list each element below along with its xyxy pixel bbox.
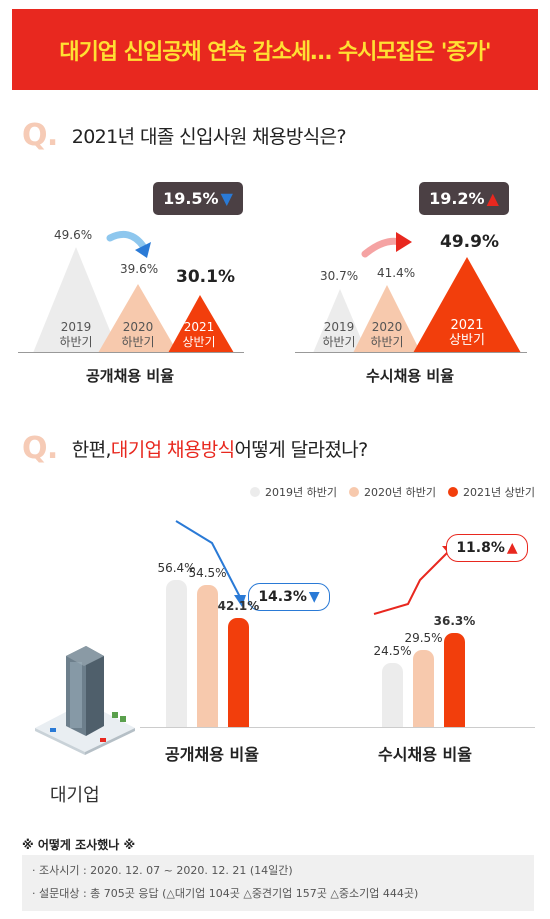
- up-triangle-icon: ▲: [486, 189, 499, 208]
- triangle-2019: [313, 289, 367, 353]
- baseline: [18, 352, 244, 353]
- down-triangle-icon: ▼: [220, 189, 233, 208]
- down-triangle-icon: ▼: [308, 589, 320, 605]
- change-value: 19.2%: [429, 189, 485, 208]
- up-triangle-icon: ▲: [506, 540, 518, 556]
- change-pill-open: 14.3% ▼: [248, 583, 330, 611]
- chart-title: 수시채용 비율: [365, 367, 455, 385]
- legend-item: 2019년 하반기: [250, 484, 337, 500]
- q-mark: Q.: [22, 431, 58, 466]
- company-label: 대기업: [50, 785, 100, 806]
- change-badge-rolling: 19.2% ▲: [419, 182, 509, 215]
- trend-arrow-down-icon: [175, 520, 246, 607]
- baseline: [140, 727, 535, 728]
- triangle-2020: [353, 285, 421, 353]
- triangle-chart-rolling: [313, 257, 521, 353]
- survey-info-box: · 조사시기 : 2020. 12. 07 ~ 2020. 12. 21 (14…: [22, 855, 534, 911]
- category-label: 2019 하반기: [59, 320, 93, 349]
- chart-title: 공개채용 비율: [85, 367, 175, 385]
- category-label: 2020 하반기: [121, 320, 155, 349]
- value-label: 30.7%: [320, 269, 359, 283]
- question-2-highlight: 대기업 채용방식: [110, 439, 235, 461]
- survey-title: ※ 어떻게 조사했나 ※: [22, 838, 136, 852]
- bar-value-label: 29.5%: [404, 631, 443, 646]
- survey-subjects: · 설문대상 : 총 705곳 응답 (△대기업 104곳 △중견기업 157곳…: [32, 887, 419, 900]
- curved-arrow-up-icon: [361, 232, 412, 258]
- question-2: Q. 한편, 대기업 채용방식 어떻게 달라졌나?: [22, 431, 368, 466]
- triangle-2019: [33, 247, 119, 353]
- banner-title: 대기업 신입공채 연속 감소세… 수시모집은 '증가': [12, 9, 538, 90]
- value-label: 30.1%: [176, 267, 235, 287]
- curved-arrow-down-icon: [106, 230, 151, 258]
- category-label: 2019 하반기: [322, 320, 356, 349]
- survey-period: · 조사시기 : 2020. 12. 07 ~ 2020. 12. 21 (14…: [32, 864, 293, 877]
- q-mark: Q.: [22, 118, 58, 153]
- change-badge-open: 19.5% ▼: [153, 182, 243, 215]
- bar-value-label: 24.5%: [373, 644, 412, 659]
- question-1: Q. 2021년 대졸 신입사원 채용방식은?: [22, 118, 347, 153]
- triangle-2020: [98, 284, 178, 353]
- bar: [382, 663, 403, 727]
- value-label: 49.6%: [54, 228, 93, 242]
- category-label: 2020 하반기: [370, 320, 404, 349]
- legend-item: 2020년 하반기: [348, 484, 436, 500]
- triangle-2021: [168, 295, 234, 353]
- triangle-chart-open: [33, 247, 234, 353]
- category-label: 수시채용 비율: [378, 745, 472, 764]
- legend-dot: [348, 487, 359, 497]
- value-label: 49.9%: [440, 232, 499, 252]
- bar: [413, 650, 434, 727]
- bar: [444, 632, 465, 727]
- bar: [228, 617, 249, 727]
- change-value: 14.3%: [258, 589, 307, 605]
- change-pill-rolling: 11.8% ▲: [446, 534, 528, 562]
- legend-item: 2021년 상반기: [447, 484, 535, 500]
- legend-dot: [250, 487, 260, 497]
- value-label: 39.6%: [120, 262, 159, 276]
- category-label: 2021 상반기: [449, 318, 485, 348]
- question-2-suffix: 어떻게 달라졌나?: [234, 439, 369, 461]
- change-value: 19.5%: [163, 189, 219, 208]
- triangle-2021: [413, 257, 521, 353]
- question-1-text: 2021년 대졸 신입사원 채용방식은?: [71, 126, 347, 148]
- legend: 2019년 하반기 2020년 하반기 2021년 상반기: [250, 484, 535, 500]
- legend-dot: [447, 487, 458, 497]
- baseline: [295, 352, 527, 353]
- question-2-prefix: 한편,: [71, 439, 112, 461]
- category-label: 2021 상반기: [182, 320, 216, 349]
- category-label: 공개채용 비율: [165, 745, 259, 764]
- building-illustration: [35, 646, 135, 755]
- change-value: 11.8%: [456, 540, 505, 556]
- value-label: 41.4%: [377, 266, 416, 280]
